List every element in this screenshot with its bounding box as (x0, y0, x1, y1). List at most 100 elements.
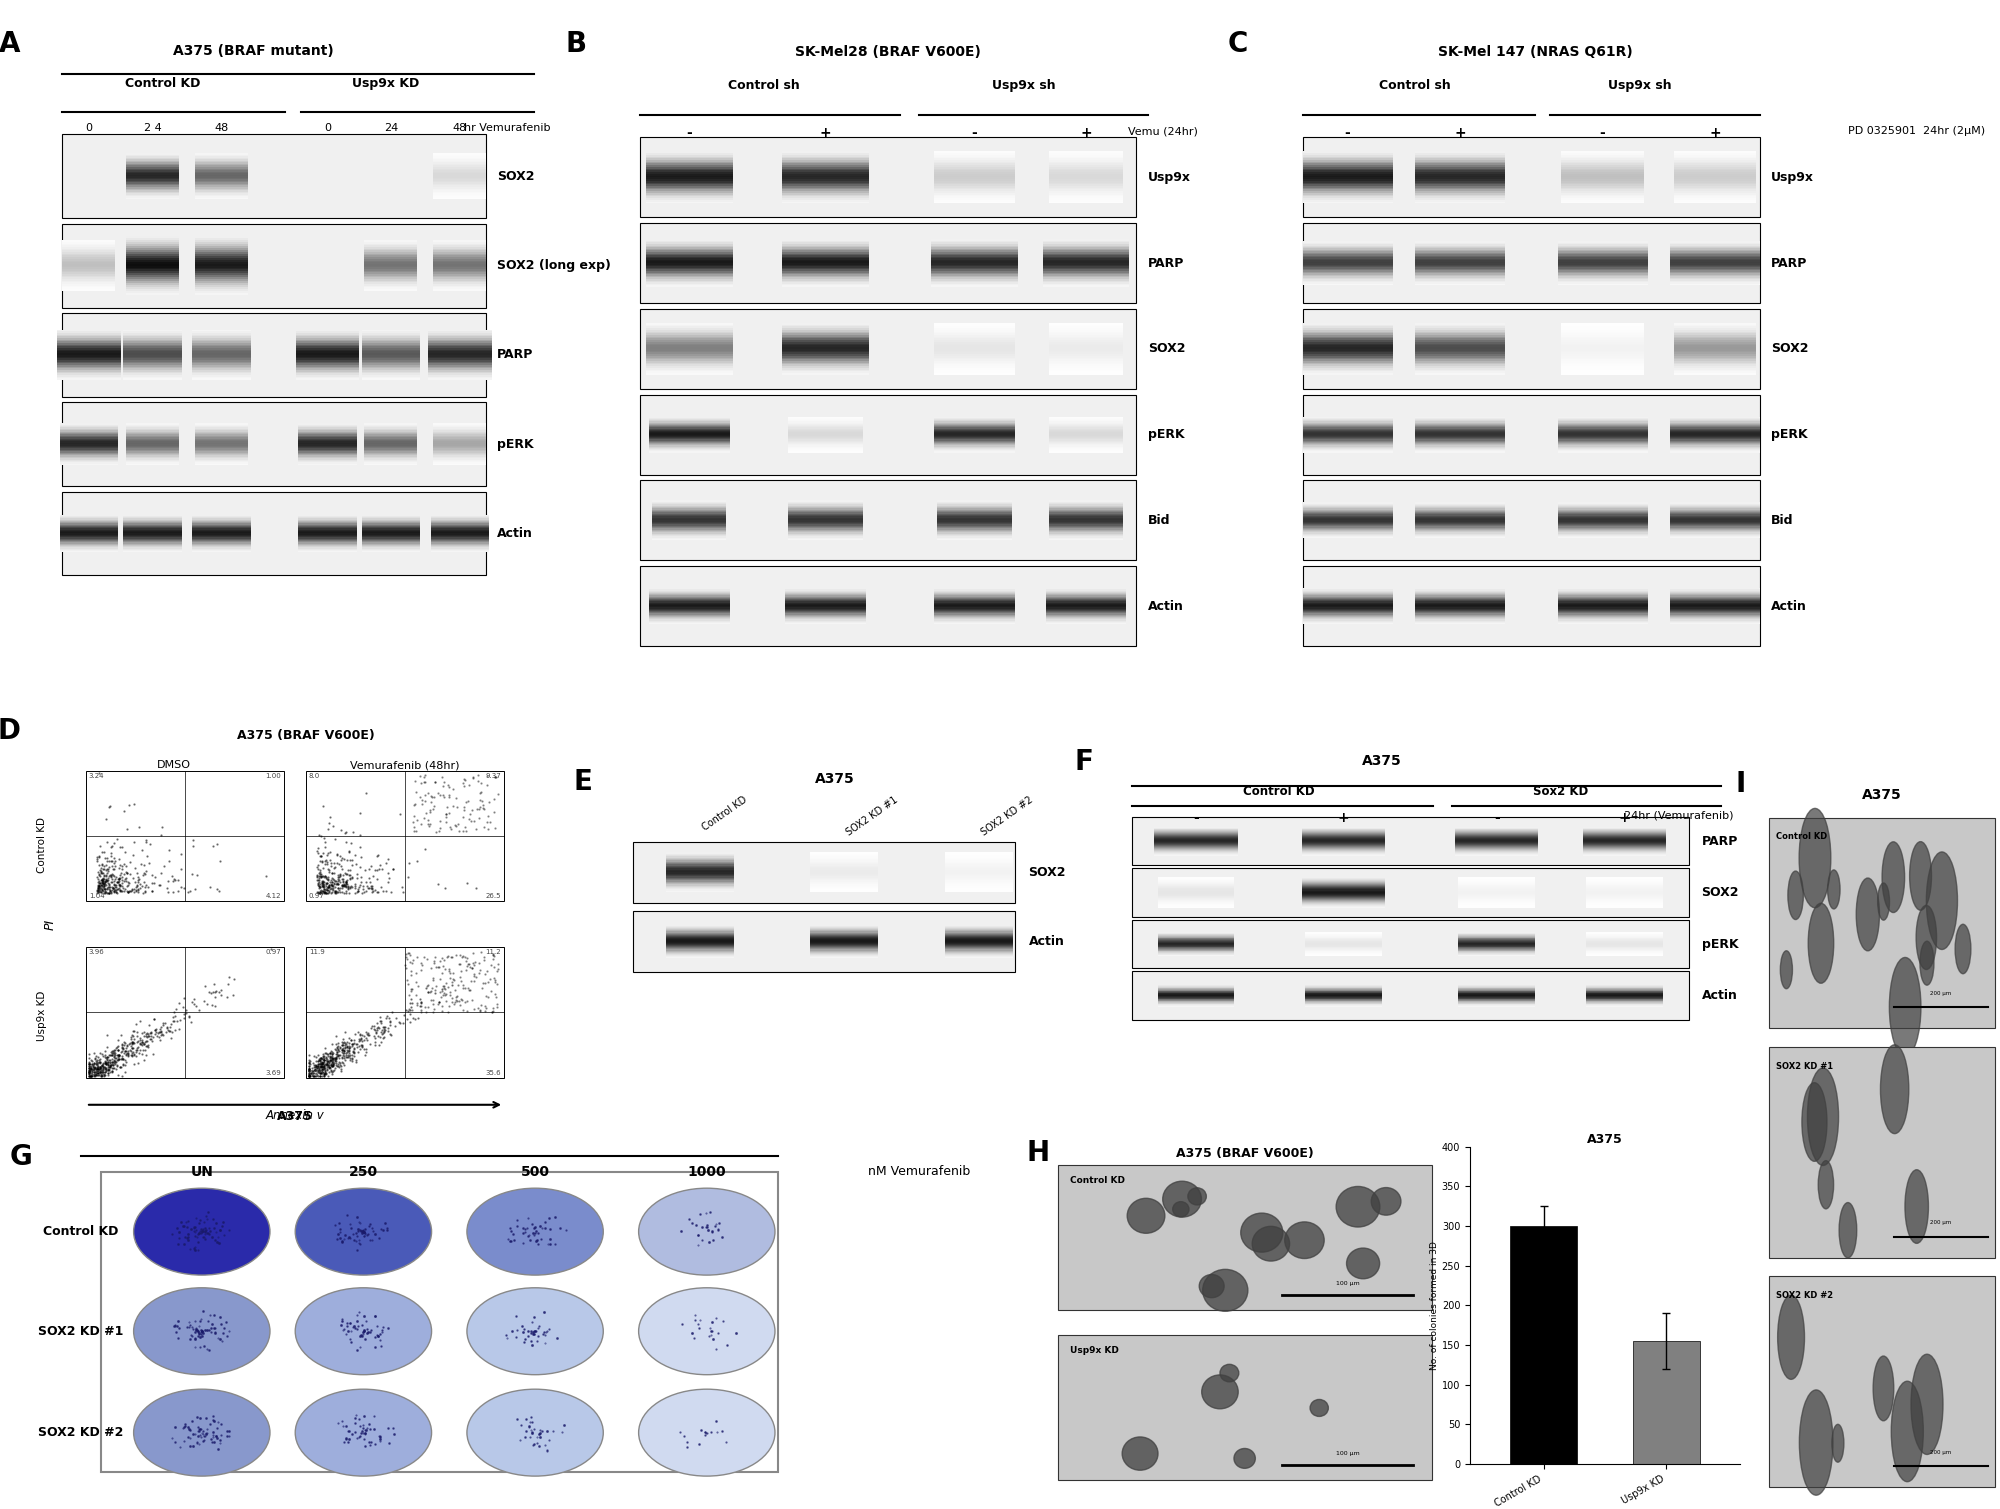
Point (328, 860, 360, 884)
Point (116, 1032, 148, 1056)
Point (78, 1056, 110, 1080)
Point (364, 1025, 396, 1049)
Point (348, 880, 380, 904)
Point (432, 776, 464, 800)
Point (302, 1064, 334, 1088)
Bar (1510, 1225, 1578, 1464)
Bar (62, 252, 116, 254)
Bar (362, 370, 420, 371)
Point (320, 872, 352, 896)
Bar (428, 343, 492, 344)
Point (90, 872, 122, 896)
Point (120, 1040, 152, 1064)
Bar (1674, 169, 1756, 171)
Point (88, 871, 120, 895)
Point (320, 880, 352, 904)
Point (124, 872, 156, 896)
Bar (126, 169, 180, 171)
Bar (932, 279, 1018, 281)
Point (128, 1032, 160, 1056)
Point (104, 863, 136, 887)
Point (308, 1050, 340, 1074)
Bar (434, 190, 486, 192)
Point (296, 1061, 328, 1085)
Point (338, 877, 370, 901)
Point (314, 806, 346, 830)
Bar (1562, 332, 1644, 333)
Bar (62, 264, 116, 266)
Point (166, 875, 198, 899)
Point (98, 877, 130, 901)
Bar (364, 279, 418, 281)
Point (94, 1055, 126, 1079)
Point (320, 842, 352, 866)
Bar (434, 164, 486, 166)
Circle shape (1874, 1357, 1894, 1421)
Bar (782, 355, 868, 356)
Bar (126, 270, 180, 272)
Point (332, 1035, 364, 1059)
Bar (362, 349, 420, 350)
Point (90, 868, 122, 892)
Bar (1674, 373, 1756, 374)
Bar (192, 356, 250, 358)
Point (466, 993, 498, 1017)
Point (392, 946, 424, 970)
Point (416, 797, 448, 821)
Bar (296, 352, 360, 353)
Bar (1302, 158, 1392, 160)
Point (72, 1064, 104, 1088)
Point (92, 871, 124, 895)
Bar (646, 264, 732, 266)
Bar (1562, 344, 1644, 346)
Point (292, 1064, 324, 1088)
Point (468, 948, 500, 972)
Point (364, 1010, 396, 1034)
Bar (646, 160, 732, 161)
Point (344, 1037, 376, 1061)
Point (84, 862, 116, 886)
Bar (934, 326, 1014, 327)
Point (410, 770, 442, 794)
Point (328, 1035, 360, 1059)
Bar (782, 252, 868, 254)
Bar (1674, 349, 1756, 350)
Bar (126, 275, 180, 278)
Point (316, 1058, 348, 1082)
Point (76, 1059, 108, 1083)
Bar (194, 166, 248, 167)
Point (312, 868, 344, 892)
Bar (1048, 190, 1124, 192)
Bar (428, 335, 492, 337)
Point (82, 845, 114, 869)
Point (152, 850, 184, 874)
Point (428, 982, 460, 1007)
Text: 11.2: 11.2 (486, 949, 502, 955)
Bar (646, 172, 732, 174)
Bar (296, 359, 360, 362)
Point (452, 976, 484, 1000)
Point (334, 875, 366, 899)
Point (462, 961, 494, 985)
Circle shape (1880, 1044, 1908, 1133)
Point (450, 946, 482, 970)
Point (102, 877, 134, 901)
Point (196, 993, 228, 1017)
Circle shape (1882, 842, 1904, 913)
Point (82, 880, 114, 904)
Point (82, 1058, 114, 1082)
Bar (1048, 361, 1124, 362)
Point (302, 880, 334, 904)
Point (318, 1058, 350, 1082)
Point (322, 1043, 354, 1067)
Point (478, 966, 510, 990)
Bar (932, 261, 1018, 263)
Bar (782, 164, 868, 167)
Bar (1048, 343, 1124, 344)
Point (308, 1062, 340, 1086)
Point (334, 874, 366, 898)
Point (314, 1041, 346, 1065)
Point (134, 1025, 166, 1049)
Text: A375: A375 (1862, 788, 1902, 803)
Point (296, 1059, 328, 1083)
